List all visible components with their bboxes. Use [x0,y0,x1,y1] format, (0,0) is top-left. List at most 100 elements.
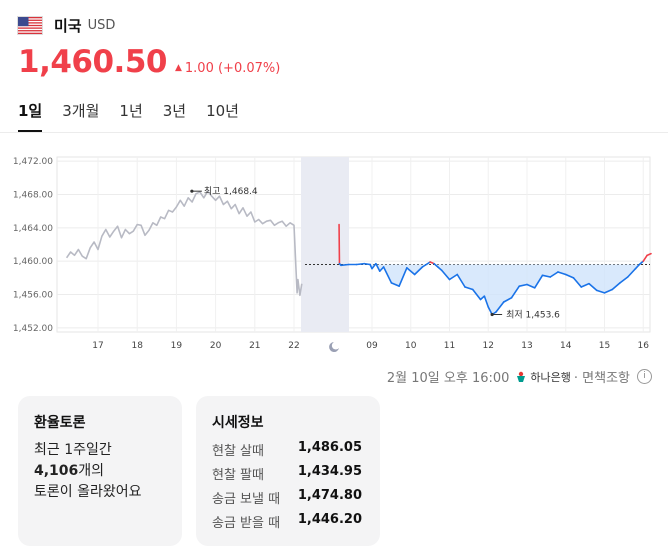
today-series-segment [510,285,521,299]
today-series-segment [549,271,559,278]
hana-bank-logo-icon [515,371,527,383]
tab-1y[interactable]: 1년 [119,102,143,120]
tabs-divider [0,132,668,133]
forum-count: 4,106 [34,463,79,479]
today-series-segment [495,301,505,313]
x-tick-label: 18 [131,341,143,351]
today-series-segment [642,254,648,262]
bank-name: 하나은행 [530,370,571,384]
overnight-band [301,157,349,332]
rates-card-title: 시세정보 [212,415,264,431]
today-series-segment [448,273,459,281]
today-series-segment [375,262,381,272]
x-tick-label: 10 [405,341,417,351]
today-series-segment [502,297,513,303]
us-flag-icon [18,16,42,34]
x-tick-label: 15 [599,341,610,351]
today-series-segment [638,260,645,266]
today-series-segment [390,282,400,287]
currency-code: USD [87,17,116,33]
forum-card[interactable]: 환율토론 최근 1주일간 4,106개의 토론이 올라왔어요 [18,396,182,546]
rate-value: 1,474.80 [297,488,362,503]
rate-label: 현찰 살때 [212,444,264,459]
prev-day-series-line [65,190,303,297]
rate-label: 송금 받을 때 [212,516,281,531]
today-series-segment [626,267,637,278]
today-series-segment [564,273,575,279]
today-series-segment [526,283,536,289]
rate-value: 1,434.95 [297,464,362,479]
rate-label: 현찰 팔때 [212,468,264,483]
price-row: 1,460.50 ▲ 1.00 (+0.07%) [18,44,280,80]
y-tick-label: 1,456.00 [13,291,53,301]
max-label: 최고 1,468.4 [204,186,258,197]
active-tab-indicator [18,130,42,132]
today-series-segment [646,252,652,257]
today-series-segment [464,286,474,291]
today-series-segment [433,262,439,268]
triangle-up-icon: ▲ [174,63,182,73]
today-series-segment [634,263,641,270]
tab-3m[interactable]: 3개월 [62,102,100,120]
tab-1d[interactable]: 1일 [18,102,43,120]
x-tick-label: 09 [366,341,378,351]
today-series-segment [471,288,482,301]
forum-summary: 최근 1주일간 4,106개의 토론이 올라왔어요 [34,440,142,503]
today-series-segment [611,282,621,291]
rate-value: 1,486.05 [297,440,362,455]
disclaimer-link[interactable]: · 면책조항 [573,371,630,386]
today-series-segment [572,277,583,288]
y-tick-label: 1,460.00 [13,257,53,267]
today-series-segment [619,276,629,284]
x-tick-label: 21 [249,341,260,351]
y-tick-label: 1,452.00 [13,324,53,334]
today-series-segment [378,266,385,272]
today-series-segment [588,282,598,292]
x-tick-label: 19 [171,341,183,351]
max-marker-dot [190,189,194,193]
rate-row: 현찰 팔때 1,434.95 [212,464,362,483]
y-tick-label: 1,472.00 [13,157,53,167]
today-series-segment [533,274,544,289]
today-series-segment [483,295,490,308]
today-series-segment [413,266,424,276]
x-tick-label: 12 [483,341,494,351]
x-tick-label: 16 [638,341,650,351]
today-series-segment [580,282,590,288]
today-series-segment [421,261,431,268]
exchange-rate-chart[interactable]: 1,472.00 1,468.00 1,464.00 1,460.00 1,456.00… [0,142,668,357]
forum-line-1: 최근 1주일간 [34,442,112,458]
x-tick-label: 22 [288,341,299,351]
rate-row: 송금 받을 때 1,446.20 [212,512,362,531]
today-series-segment [518,283,528,287]
forum-line-3: 토론이 올라왔어요 [34,484,142,500]
today-series-segment [557,271,567,276]
source-line: 2월 10일 오후 16:00 하나은행 · 면책조항 i [387,367,652,386]
today-series-segment [340,263,350,267]
today-series-segment [456,273,466,288]
tab-10y[interactable]: 10년 [206,102,239,120]
rates-card[interactable]: 시세정보 현찰 살때 1,486.05 현찰 팔때 1,434.95 송금 보낼… [196,396,380,546]
tab-3y[interactable]: 3년 [162,102,187,120]
today-series-segment [371,262,377,270]
today-series-segment [363,262,371,266]
country-name: 미국 [54,16,82,35]
min-label: 최저 1,453.6 [506,310,560,321]
forum-card-title: 환율토론 [34,415,86,431]
rate-row: 현찰 살때 1,486.05 [212,440,362,459]
x-tick-label: 20 [210,341,222,351]
rate-label: 송금 보낼 때 [212,492,281,507]
forum-line-2: 4,106개의 [34,461,142,482]
today-series-segment [406,267,416,276]
price-change: ▲ 1.00 (+0.07%) [175,61,280,76]
price-change-value: 1.00 (+0.07%) [184,61,281,76]
timestamp: 2월 10일 오후 16:00 [386,371,510,386]
y-tick-label: 1,464.00 [13,224,53,234]
rate-row: 송금 보낼 때 1,474.80 [212,488,362,507]
info-icon[interactable]: i [637,369,652,384]
today-series-segment [398,267,408,287]
x-tick-label: 11 [444,341,455,351]
y-tick-label: 1,468.00 [13,191,53,201]
moon-icon [329,342,339,352]
today-series-segment [437,266,443,272]
